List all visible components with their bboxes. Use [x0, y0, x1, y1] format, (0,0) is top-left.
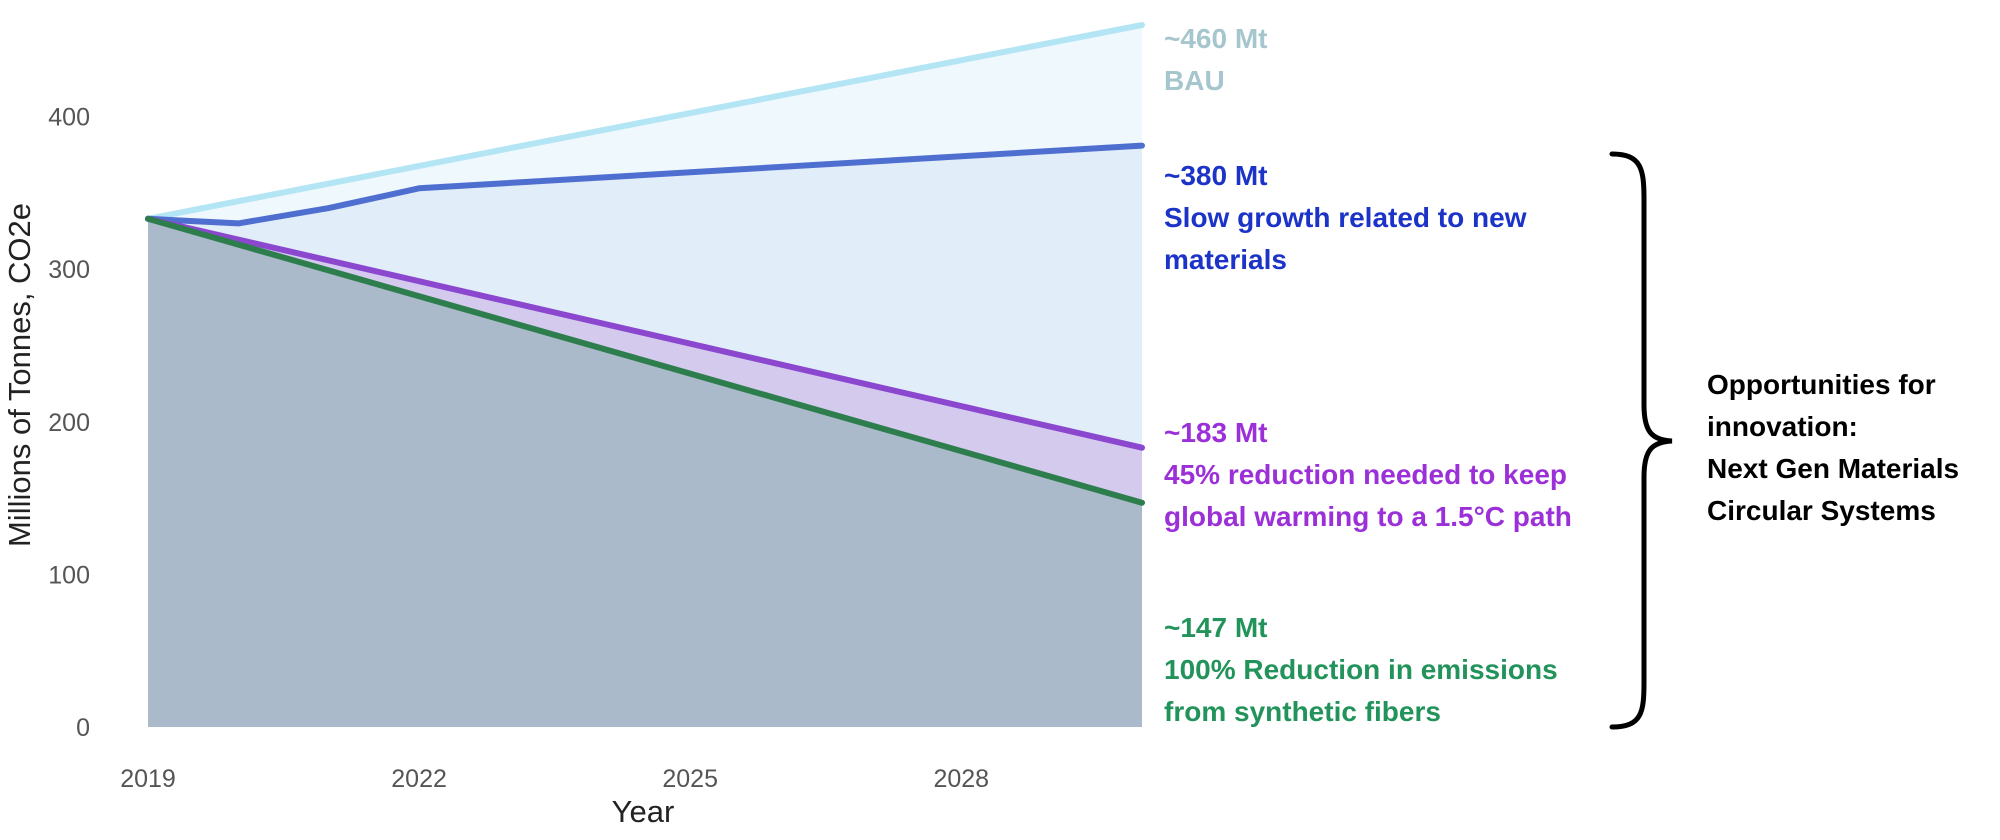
- annotation-slow-growth-value: ~380 Mt: [1164, 160, 1268, 191]
- annotation-45-reduction-label-1: 45% reduction needed to keep: [1164, 459, 1567, 490]
- annotation-bau: ~460 Mt BAU: [1164, 18, 1268, 102]
- line-reduction45: [145, 215, 1145, 451]
- opportunities-line-2: innovation:: [1707, 411, 1858, 442]
- y-axis-ticks: 0 100 200 300 400: [48, 104, 90, 742]
- y-tick-label: 0: [76, 714, 90, 742]
- opportunities-line-3: Next Gen Materials: [1707, 453, 1960, 484]
- annotation-100-reduction-label-1: 100% Reduction in emissions: [1164, 654, 1558, 685]
- y-tick-label: 100: [48, 561, 90, 589]
- annotation-45-reduction-value: ~183 Mt: [1164, 417, 1268, 448]
- x-tick-label: 2022: [391, 765, 447, 793]
- line-reduction100: [145, 215, 1145, 506]
- x-axis-title: Year: [612, 794, 675, 829]
- line-bau: [145, 22, 1145, 222]
- opportunities-line-1: Opportunities for: [1707, 369, 1936, 400]
- y-tick-label: 400: [48, 104, 90, 132]
- chart-lines: [145, 22, 1145, 506]
- area-reduction100: [148, 218, 1142, 728]
- y-tick-label: 200: [48, 409, 90, 437]
- x-axis-ticks: 2019 2022 2025 2028: [120, 765, 989, 793]
- annotation-bau-value: ~460 Mt: [1164, 23, 1268, 54]
- annotation-slow-growth-label-1: Slow growth related to new: [1164, 202, 1527, 233]
- opportunities-line-4: Circular Systems: [1707, 495, 1936, 526]
- y-tick-label: 300: [48, 256, 90, 284]
- line-slow: [145, 142, 1145, 227]
- opportunities-brace: [1609, 151, 1673, 730]
- annotation-slow-growth-label-2: materials: [1164, 244, 1287, 275]
- annotation-45-reduction: ~183 Mt 45% reduction needed to keep glo…: [1164, 412, 1572, 538]
- opportunities-note: Opportunities for innovation: Next Gen M…: [1707, 364, 1959, 532]
- annotation-slow-growth: ~380 Mt Slow growth related to new mater…: [1164, 155, 1526, 281]
- annotation-bau-label: BAU: [1164, 65, 1225, 96]
- chart-areas: [148, 25, 1142, 728]
- annotation-100-reduction: ~147 Mt 100% Reduction in emissions from…: [1164, 607, 1558, 733]
- annotation-45-reduction-label-2: global warming to a 1.5°C path: [1164, 501, 1572, 532]
- annotation-100-reduction-label-2: from synthetic fibers: [1164, 696, 1441, 727]
- annotation-100-reduction-value: ~147 Mt: [1164, 612, 1268, 643]
- y-axis-title: Millions of Tonnes, CO2e: [2, 203, 37, 547]
- x-tick-label: 2019: [120, 765, 176, 793]
- x-tick-label: 2025: [662, 765, 718, 793]
- x-tick-label: 2028: [933, 765, 989, 793]
